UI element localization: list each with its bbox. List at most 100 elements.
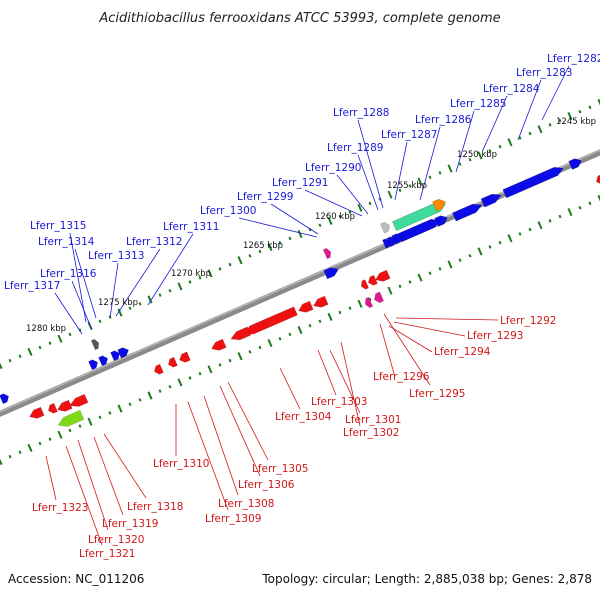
tick-mark	[408, 184, 412, 188]
gene-label[interactable]: Lferr_1290	[305, 162, 361, 174]
gene-label[interactable]: Lferr_1306	[238, 479, 295, 491]
leader-line	[115, 248, 161, 317]
tick-mark	[147, 295, 153, 304]
tick-mark	[8, 454, 12, 459]
tick-mark	[237, 256, 243, 265]
tick-mark	[38, 441, 42, 446]
gene-arrow	[596, 173, 600, 185]
tick-mark	[188, 280, 192, 284]
gene-label[interactable]: Lferr_1315	[30, 220, 86, 232]
tick-mark	[98, 319, 102, 324]
gene-label[interactable]: Lferr_1317	[4, 280, 60, 292]
tick-mark	[267, 243, 273, 252]
gene-label[interactable]: Lferr_1292	[500, 315, 556, 327]
gene-label[interactable]: Lferr_1319	[102, 518, 158, 530]
gene-arrow	[432, 198, 446, 212]
tick-mark	[468, 253, 472, 258]
tick-mark	[447, 164, 453, 173]
gene-arrow	[375, 269, 391, 282]
tick-mark	[108, 411, 112, 415]
gene-label[interactable]: Lferr_1296	[373, 371, 430, 383]
gene-label[interactable]: Lferr_1321	[79, 548, 135, 560]
gene-label[interactable]: Lferr_1310	[153, 458, 209, 470]
leader-line	[227, 381, 269, 461]
gene-label[interactable]: Lferr_1300	[200, 205, 256, 217]
tick-label: 1270 kbp	[171, 269, 211, 279]
gene-arrow	[392, 202, 447, 232]
gene-label[interactable]: Lferr_1320	[88, 534, 144, 546]
gene-label[interactable]: Lferr_1301	[345, 414, 401, 426]
tick-mark	[117, 308, 123, 317]
map-title: Acidithiobacillus ferrooxidans ATCC 5399…	[98, 11, 500, 26]
tick-mark	[588, 105, 592, 110]
tick-mark	[528, 131, 532, 136]
tick-mark	[308, 323, 312, 328]
gene-label[interactable]: Lferr_1282	[547, 53, 600, 65]
tick-mark	[548, 123, 552, 127]
gene-arrow	[230, 326, 252, 341]
tick-label: 1250 kbp	[457, 150, 497, 160]
gene-label[interactable]: Lferr_1285	[450, 98, 506, 110]
tick-mark	[138, 302, 142, 306]
gene-label[interactable]: Lferr_1312	[126, 236, 182, 248]
gene-arrow	[57, 399, 73, 412]
tick-mark	[128, 402, 132, 407]
tick-mark	[147, 391, 153, 400]
tick-mark	[218, 363, 222, 367]
tick-label: 1245 kbp	[556, 117, 596, 127]
gene-arrow	[480, 193, 502, 208]
gene-label[interactable]: Lferr_1314	[38, 236, 95, 248]
gene-label[interactable]: Lferr_1323	[32, 502, 88, 514]
tick-mark	[428, 271, 432, 276]
tick-mark	[458, 258, 462, 262]
gene-label[interactable]: Lferr_1294	[434, 346, 491, 358]
gene-arrow	[168, 356, 178, 368]
gene-label[interactable]: Lferr_1318	[127, 501, 183, 513]
leader-line	[379, 323, 396, 378]
gene-arrow	[48, 402, 58, 414]
gene-arrow	[29, 406, 45, 419]
leader-line	[71, 280, 93, 331]
leader-line	[69, 232, 87, 323]
gene-arrow	[568, 158, 582, 170]
leader-line	[219, 385, 261, 477]
gene-arrow	[298, 300, 314, 313]
gene-label[interactable]: Lferr_1311	[163, 221, 219, 233]
gene-label[interactable]: Lferr_1295	[409, 388, 465, 400]
gene-label[interactable]: Lferr_1316	[40, 268, 97, 280]
gene-label[interactable]: Lferr_1303	[311, 396, 367, 408]
gene-label[interactable]: Lferr_1289	[327, 142, 383, 154]
tick-mark	[387, 286, 393, 295]
gene-label[interactable]: Lferr_1305	[252, 463, 308, 475]
gene-label[interactable]: Lferr_1304	[275, 411, 332, 423]
tick-mark	[458, 162, 462, 166]
gene-label[interactable]: Lferr_1293	[467, 330, 523, 342]
gene-label[interactable]: Lferr_1284	[483, 83, 540, 95]
tick-label: 1255 kbp	[387, 181, 427, 191]
tick-mark	[248, 254, 252, 258]
gene-arrow	[57, 409, 85, 427]
tick-mark	[368, 201, 372, 206]
gene-label[interactable]: Lferr_1309	[205, 513, 261, 525]
gene-label[interactable]: Lferr_1283	[516, 67, 572, 79]
gene-label[interactable]: Lferr_1288	[333, 107, 389, 119]
tick-mark	[258, 249, 262, 254]
gene-arrow	[368, 274, 378, 286]
leader-line	[395, 317, 499, 321]
gene-label[interactable]: Lferr_1286	[415, 114, 472, 126]
leader-line	[357, 119, 384, 209]
genome-summary-text: Topology: circular; Length: 2,885,038 bp…	[262, 572, 592, 586]
gene-label[interactable]: Lferr_1287	[381, 129, 437, 141]
leader-line	[54, 292, 83, 335]
tick-mark	[447, 260, 453, 269]
gene-label[interactable]: Lferr_1302	[343, 427, 399, 439]
gene-label[interactable]: Lferr_1308	[218, 498, 274, 510]
gene-arrow	[386, 236, 396, 248]
tick-mark	[387, 190, 393, 199]
leader-line	[45, 455, 57, 501]
gene-label[interactable]: Lferr_1313	[88, 250, 144, 262]
gene-label[interactable]: Lferr_1291	[272, 177, 328, 189]
tick-mark	[338, 214, 342, 219]
gene-label[interactable]: Lferr_1299	[237, 191, 293, 203]
